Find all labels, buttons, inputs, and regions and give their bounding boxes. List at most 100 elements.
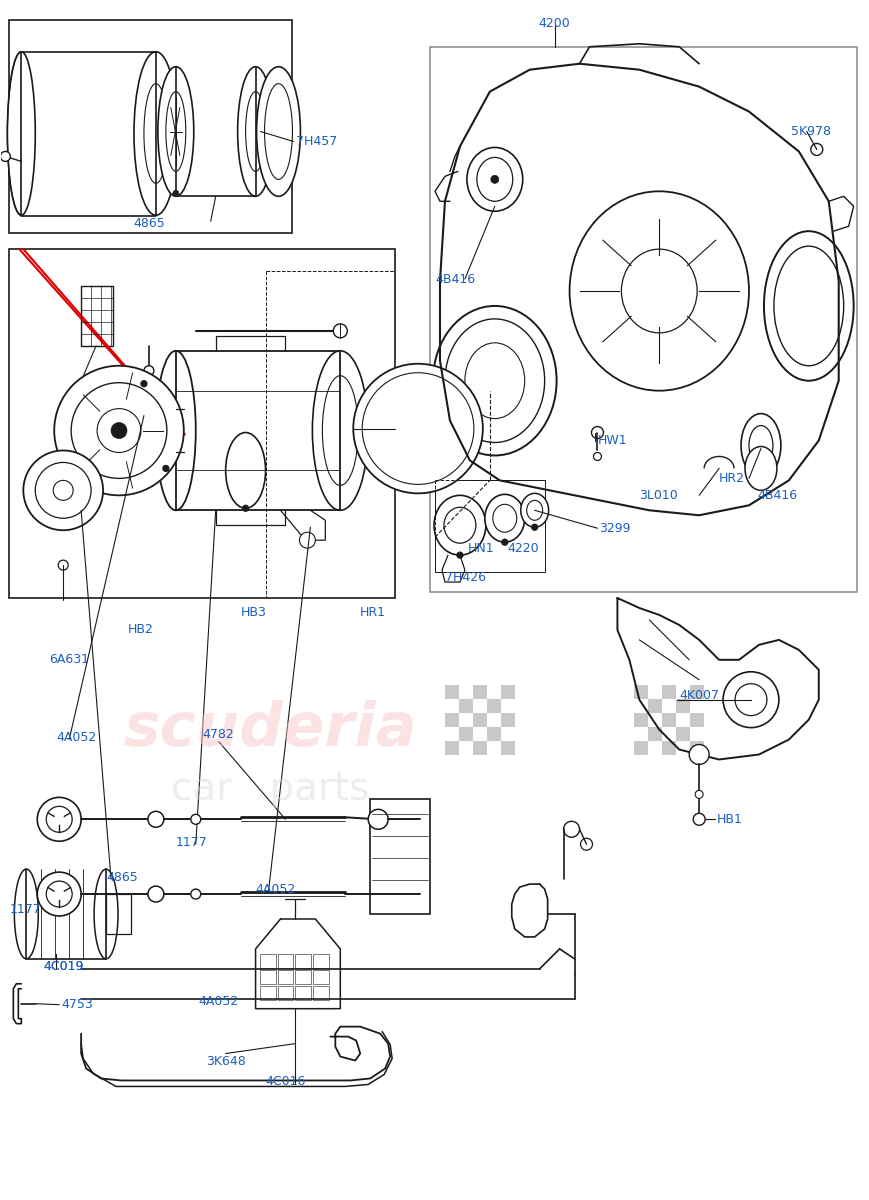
Bar xyxy=(661,685,675,698)
Ellipse shape xyxy=(134,384,154,448)
Ellipse shape xyxy=(94,869,118,959)
Ellipse shape xyxy=(237,67,273,197)
Bar xyxy=(313,954,329,968)
Bar xyxy=(647,726,661,740)
Bar xyxy=(434,480,544,572)
Bar xyxy=(634,740,647,755)
Text: 7H457: 7H457 xyxy=(296,134,337,148)
Bar xyxy=(501,685,514,698)
Bar xyxy=(501,740,514,755)
Bar xyxy=(429,47,856,592)
Bar xyxy=(295,985,311,1000)
Ellipse shape xyxy=(156,350,196,510)
Text: 4A052: 4A052 xyxy=(56,731,96,744)
Ellipse shape xyxy=(256,67,300,197)
Text: HW1: HW1 xyxy=(597,434,627,448)
Ellipse shape xyxy=(569,191,748,391)
Bar xyxy=(370,799,429,914)
Bar xyxy=(458,698,473,713)
Circle shape xyxy=(593,452,600,461)
Circle shape xyxy=(54,366,183,496)
Bar xyxy=(689,685,703,698)
Circle shape xyxy=(37,797,81,841)
Bar xyxy=(106,894,131,934)
Circle shape xyxy=(688,744,708,764)
Ellipse shape xyxy=(434,496,485,556)
Circle shape xyxy=(456,552,462,558)
Ellipse shape xyxy=(740,414,780,478)
Circle shape xyxy=(591,426,603,438)
Text: 3L010: 3L010 xyxy=(639,488,677,502)
Ellipse shape xyxy=(521,493,548,527)
Ellipse shape xyxy=(7,52,36,215)
Ellipse shape xyxy=(763,232,852,380)
Circle shape xyxy=(333,324,347,338)
Text: 3299: 3299 xyxy=(599,522,630,535)
Text: 1177: 1177 xyxy=(10,902,41,916)
Ellipse shape xyxy=(134,52,177,215)
Text: 4220: 4220 xyxy=(507,541,539,554)
Text: car   parts: car parts xyxy=(171,770,369,809)
Text: 1177: 1177 xyxy=(176,835,208,848)
Bar xyxy=(473,740,487,755)
Text: HR1: HR1 xyxy=(360,606,386,619)
Bar xyxy=(473,713,487,726)
Circle shape xyxy=(501,539,507,545)
Bar xyxy=(487,698,501,713)
Bar xyxy=(259,954,275,968)
Text: 4200: 4200 xyxy=(538,17,570,30)
Circle shape xyxy=(490,175,498,184)
Circle shape xyxy=(163,466,169,472)
Bar xyxy=(313,970,329,984)
Ellipse shape xyxy=(467,148,522,211)
Bar xyxy=(277,970,293,984)
Circle shape xyxy=(58,560,68,570)
Circle shape xyxy=(242,505,249,511)
Bar xyxy=(81,286,113,346)
Bar xyxy=(444,740,458,755)
Circle shape xyxy=(141,380,147,386)
Text: 3K648: 3K648 xyxy=(206,1055,245,1068)
Circle shape xyxy=(23,450,103,530)
Circle shape xyxy=(722,672,778,727)
Bar xyxy=(10,250,395,598)
Bar xyxy=(295,970,311,984)
Circle shape xyxy=(37,872,81,916)
Circle shape xyxy=(190,889,201,899)
Circle shape xyxy=(0,151,10,162)
Text: 4865: 4865 xyxy=(106,871,137,883)
Bar xyxy=(675,698,689,713)
Bar xyxy=(689,713,703,726)
Bar xyxy=(647,698,661,713)
Circle shape xyxy=(190,815,201,824)
Bar xyxy=(295,954,311,968)
Bar xyxy=(487,726,501,740)
Circle shape xyxy=(148,886,163,902)
Text: 7H426: 7H426 xyxy=(444,570,486,583)
Ellipse shape xyxy=(312,350,368,510)
Text: HB1: HB1 xyxy=(716,812,742,826)
Bar xyxy=(277,954,293,968)
Text: 4K007: 4K007 xyxy=(679,689,719,702)
Circle shape xyxy=(531,524,537,530)
Bar xyxy=(661,740,675,755)
Bar xyxy=(444,713,458,726)
Text: 4B416: 4B416 xyxy=(756,488,796,502)
Text: 5K978: 5K978 xyxy=(790,125,830,138)
Bar xyxy=(259,985,275,1000)
Text: 4C019: 4C019 xyxy=(43,960,83,973)
Bar xyxy=(501,713,514,726)
Circle shape xyxy=(810,144,822,156)
Bar xyxy=(444,685,458,698)
Circle shape xyxy=(148,811,163,827)
Ellipse shape xyxy=(484,494,524,542)
Bar xyxy=(634,713,647,726)
Ellipse shape xyxy=(433,306,556,456)
Text: 4782: 4782 xyxy=(202,728,235,742)
Circle shape xyxy=(580,839,592,850)
Text: HB3: HB3 xyxy=(241,606,266,619)
Ellipse shape xyxy=(157,67,194,197)
Bar xyxy=(277,985,293,1000)
Bar xyxy=(458,726,473,740)
Bar xyxy=(259,970,275,984)
